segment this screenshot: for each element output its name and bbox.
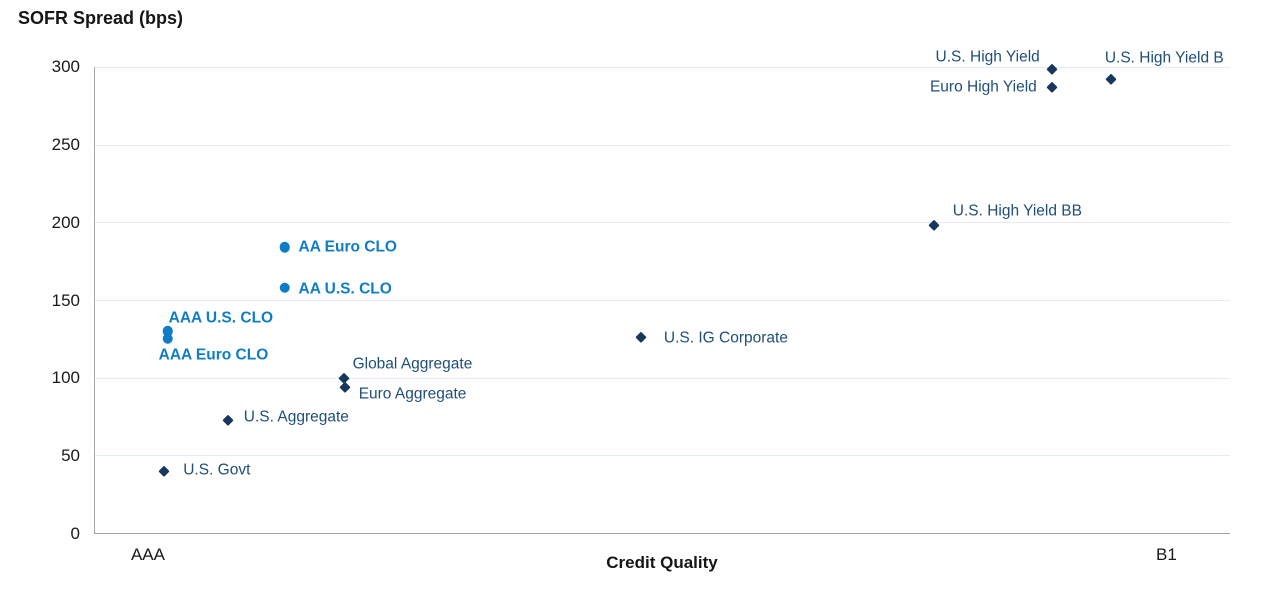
point-label-u-s-aggregate: U.S. Aggregate (243, 407, 349, 425)
x-axis-title: Credit Quality (606, 553, 718, 572)
diamond-marker-euro-aggregate (339, 381, 350, 393)
diamond-marker-u-s-govt (158, 465, 170, 477)
point-label-euro-aggregate: Euro Aggregate (358, 385, 467, 403)
point-label-euro-high-yield: Euro High Yield (929, 78, 1037, 96)
gridline-150 (95, 300, 1230, 301)
y-tick-label-0: 0 (70, 524, 80, 543)
point-label-global-aggregate: Global Aggregate (352, 354, 473, 372)
gridline-300 (95, 67, 1230, 68)
gridline-250 (95, 144, 1230, 146)
diamond-marker-u-s-aggregate (222, 414, 234, 425)
y-tick-label-300: 300 (51, 57, 80, 76)
y-tick-label-150: 150 (51, 290, 80, 310)
circle-marker-aa-euro-clo (279, 241, 290, 253)
y-axis: 0 50 100 150 200 250 300 (0, 57, 80, 543)
gridline-100 (95, 377, 1230, 379)
diamond-marker-u-s-high-yield (1046, 63, 1058, 74)
gridline-200 (95, 222, 1230, 224)
gridline-50 (95, 455, 1230, 457)
circle-marker-aaa-euro-clo (162, 333, 173, 345)
point-label-u-s-high-yield-bb: U.S. High Yield BB (952, 202, 1082, 220)
point-label-u-s-ig-corporate: U.S. IG Corporate (663, 329, 788, 347)
y-tick-label-100: 100 (51, 368, 80, 388)
y-tick-label-250: 250 (51, 134, 80, 154)
circle-marker-aaa-u-s-clo (162, 325, 173, 337)
chart-title: SOFR Spread (bps) (18, 8, 184, 28)
x-tick-label-aaa: AAA (130, 545, 165, 564)
x-axis: AAA B1 (94, 545, 1230, 565)
plot-area: AAA U.S. CLO AAA Euro CLO AA Euro CLO AA U.… (94, 49, 1230, 534)
diamond-marker-euro-high-yield (1046, 81, 1058, 93)
point-label-u-s-govt: U.S. Govt (183, 461, 251, 479)
point-label-u-s-high-yield: U.S. High Yield (935, 47, 1040, 65)
point-label-aa-u-s-clo: AA U.S. CLO (298, 279, 392, 297)
y-tick-label-50: 50 (61, 446, 80, 466)
diamond-marker-u-s-ig-corporate (635, 331, 647, 343)
point-label-aa-euro-clo: AA Euro CLO (298, 238, 397, 256)
diamond-marker-u-s-high-yield-b (1105, 74, 1117, 85)
point-label-aaa-u-s-clo: AAA U.S. CLO (168, 309, 274, 327)
point-label-u-s-high-yield-b: U.S. High Yield B (1104, 49, 1224, 67)
y-tick-label-200: 200 (51, 212, 80, 232)
x-tick-label-b1: B1 (1155, 545, 1177, 564)
point-label-aaa-euro-clo: AAA Euro CLO (158, 346, 269, 364)
circle-marker-aa-u-s-clo (279, 282, 290, 293)
